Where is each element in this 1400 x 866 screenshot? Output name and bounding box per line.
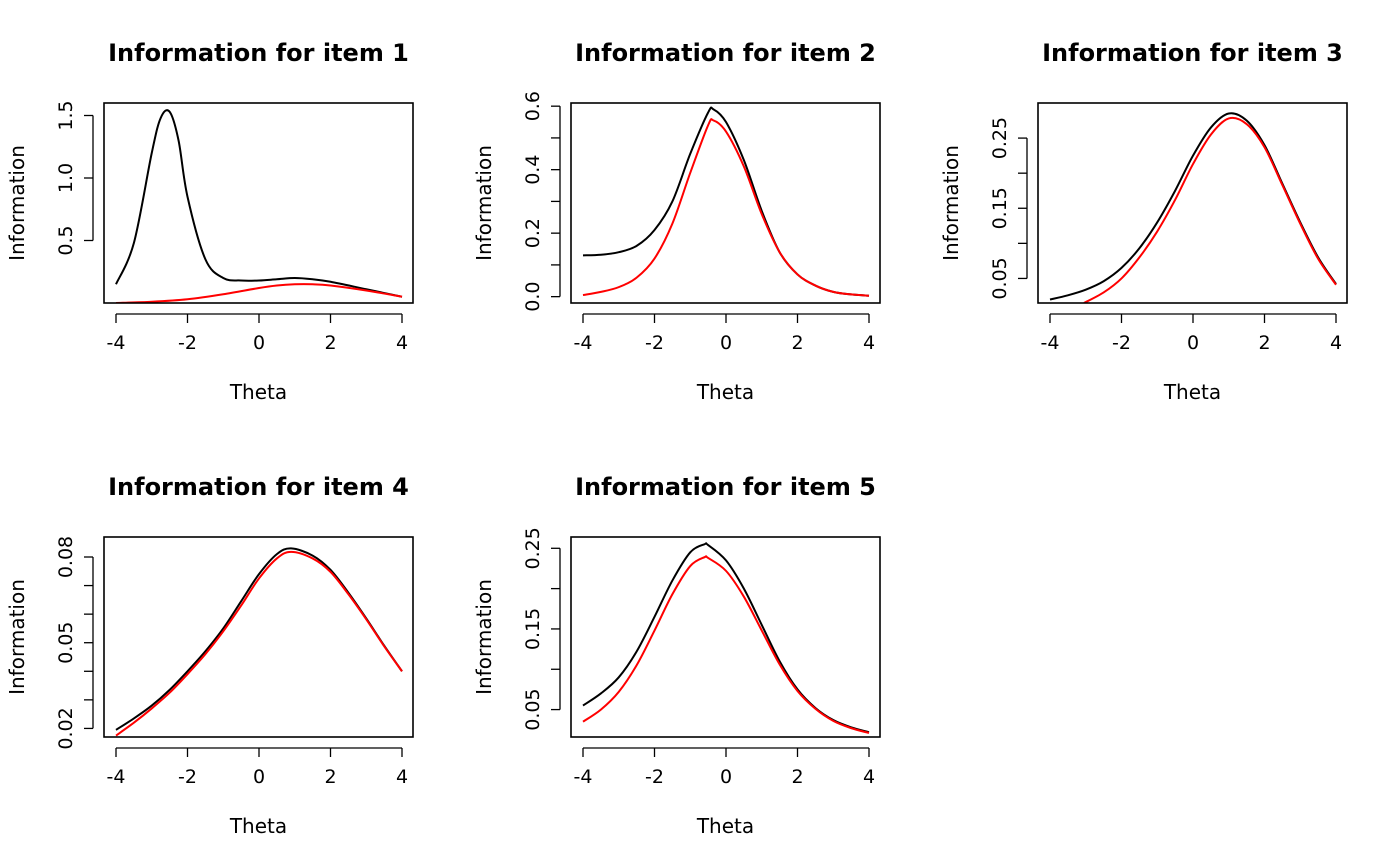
y-tick-label: 0.25 xyxy=(522,527,544,569)
x-axis-label: Theta xyxy=(696,814,754,838)
x-tick-label: -4 xyxy=(574,332,593,354)
y-axis-label: Information xyxy=(472,145,496,261)
y-tick-label: 1.5 xyxy=(55,100,77,130)
x-tick-label: 4 xyxy=(863,766,875,788)
x-tick-label: -2 xyxy=(645,766,664,788)
x-tick-label: -2 xyxy=(645,332,664,354)
y-axis-label: Information xyxy=(939,145,963,261)
x-tick-label: -2 xyxy=(178,332,197,354)
x-tick-label: 4 xyxy=(396,766,408,788)
x-tick-label: 0 xyxy=(720,332,732,354)
x-tick-label: 2 xyxy=(1258,332,1270,354)
chart-panel-4: Information for item 4 -4 -2 0 2 4 Theta 0.02 0.… xyxy=(5,473,414,838)
information-curve-series-2 xyxy=(115,550,403,737)
x-tick-label: 2 xyxy=(324,766,336,788)
y-tick-label: 0.4 xyxy=(522,155,544,185)
y-tick-label: 0.05 xyxy=(989,257,1011,299)
y-tick-label: 0.15 xyxy=(522,608,544,650)
chart-panel-3: Information for item 3 -4 -2 0 2 4 Theta 0.05 0.… xyxy=(939,39,1348,404)
y-tick-label: 0.5 xyxy=(55,225,77,255)
x-axis-label: Theta xyxy=(1163,380,1221,404)
chart-panel-5: Information for item 5 -4 -2 0 2 4 Theta 0.05 0.… xyxy=(472,473,881,838)
x-tick-label: -2 xyxy=(1112,332,1131,354)
x-axis-label: Theta xyxy=(229,814,287,838)
x-tick-label: 2 xyxy=(791,766,803,788)
y-tick-label: 0.08 xyxy=(55,536,77,578)
plot-area xyxy=(582,542,870,734)
chart-panel-2: Information for item 2 -4 -2 0 2 4 Theta 0.0 0.2… xyxy=(472,39,881,404)
information-curve-series-1 xyxy=(582,106,870,297)
information-curve-series-2 xyxy=(582,118,870,297)
y-tick-label: 0.15 xyxy=(989,187,1011,229)
y-tick-label: 0.0 xyxy=(522,282,544,312)
plot-frame xyxy=(570,536,881,738)
chart-panel-1: Information for item 1 -4 -2 0 2 4 Theta 0.5 1.0… xyxy=(5,39,414,404)
plot-area xyxy=(582,106,870,297)
x-tick-label: 0 xyxy=(1187,332,1199,354)
x-tick-label: -4 xyxy=(1041,332,1060,354)
y-tick-label: 0.05 xyxy=(522,688,544,730)
x-tick-label: -4 xyxy=(574,766,593,788)
y-tick-label: 0.2 xyxy=(522,218,544,248)
plot-area xyxy=(1049,112,1337,303)
x-tick-label: 4 xyxy=(1330,332,1342,354)
plot-frame xyxy=(103,102,414,304)
y-tick-label: 0.05 xyxy=(55,622,77,664)
chart-title: Information for item 2 xyxy=(575,39,876,67)
x-tick-label: 2 xyxy=(791,332,803,354)
information-curve-series-1 xyxy=(115,109,403,298)
information-curve-series-2 xyxy=(582,555,870,734)
chart-title: Information for item 3 xyxy=(1042,39,1343,67)
x-tick-label: 2 xyxy=(324,332,336,354)
x-tick-label: -4 xyxy=(107,766,126,788)
y-tick-label: 0.6 xyxy=(522,91,544,121)
chart-title: Information for item 4 xyxy=(108,473,409,501)
x-tick-label: 4 xyxy=(863,332,875,354)
x-tick-label: 0 xyxy=(253,332,265,354)
y-axis-label: Information xyxy=(5,145,29,261)
plot-frame xyxy=(570,102,881,304)
x-tick-label: 4 xyxy=(396,332,408,354)
y-tick-label: 0.25 xyxy=(989,117,1011,159)
x-axis-label: Theta xyxy=(696,380,754,404)
y-tick-label: 1.0 xyxy=(55,163,77,193)
x-axis-label: Theta xyxy=(229,380,287,404)
information-curve-series-2 xyxy=(1083,116,1337,303)
plot-area xyxy=(115,109,403,303)
plot-frame xyxy=(1037,102,1348,304)
y-axis-label: Information xyxy=(5,579,29,695)
chart-title: Information for item 5 xyxy=(575,473,876,501)
chart-title: Information for item 1 xyxy=(108,39,409,67)
information-curve-series-2 xyxy=(115,283,403,303)
x-tick-label: -4 xyxy=(107,332,126,354)
y-axis-label: Information xyxy=(472,579,496,695)
x-tick-label: 0 xyxy=(720,766,732,788)
plot-area xyxy=(115,547,403,737)
plot-frame xyxy=(103,536,414,738)
x-tick-label: 0 xyxy=(253,766,265,788)
x-tick-label: -2 xyxy=(178,766,197,788)
y-tick-label: 0.02 xyxy=(55,707,77,749)
